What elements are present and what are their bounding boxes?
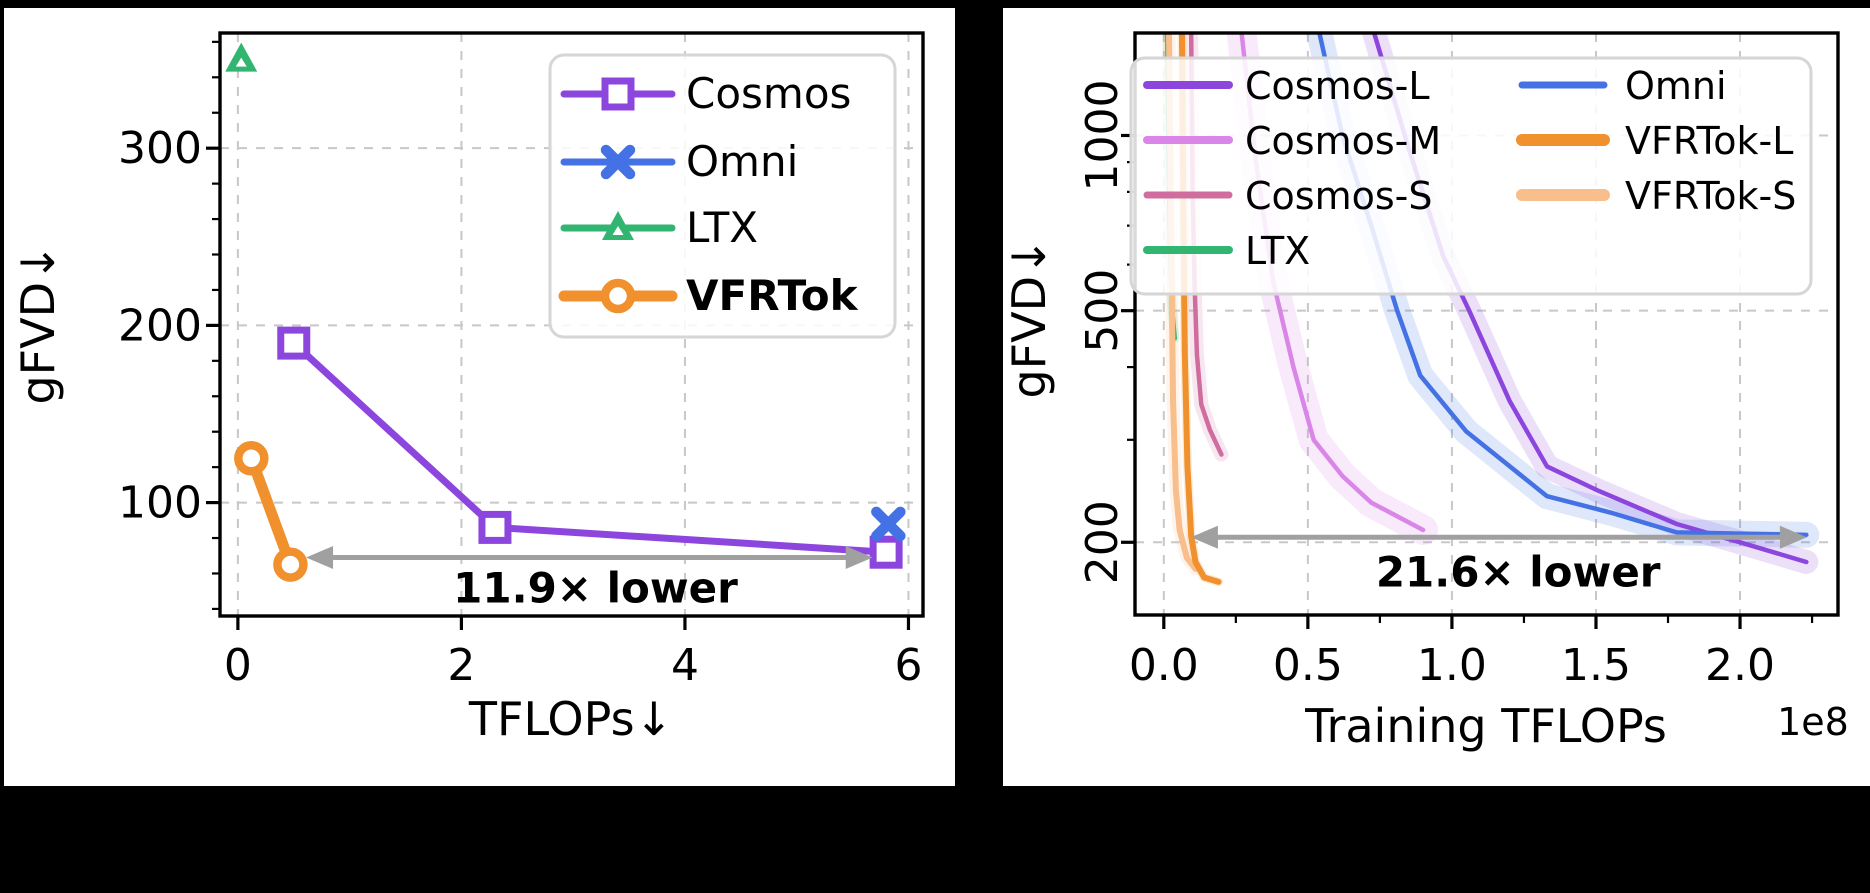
series-line-VFRTok <box>245 452 296 571</box>
x-axis: 0.0 0.5 1.0 1.5 2.0 <box>1129 615 1814 691</box>
y-tick-label: 1000 <box>1077 79 1128 191</box>
legend-entry-LTX: LTX <box>560 203 758 252</box>
x-axis-label: Training TFLOPs <box>1304 699 1667 753</box>
y-axis-label: gFVD↓ <box>11 243 65 404</box>
y-tick-label: 200 <box>118 300 202 351</box>
legend-label: Cosmos-M <box>1245 119 1441 163</box>
series-markers-LTX <box>225 42 258 72</box>
marker-square <box>478 510 512 544</box>
marker-x <box>600 144 636 180</box>
legend-label: VFRTok-L <box>1625 119 1793 163</box>
right-chart-panel: 21.6× lower 0.0 0.5 1.0 1.5 2.0 200 500 1000 Trai… <box>1003 8 1870 786</box>
axis-spines <box>1133 31 1840 617</box>
legend-entry-Omni: Omni <box>560 137 798 186</box>
marker-square <box>277 326 311 360</box>
legend-entry-Cosmos-L: Cosmos-L <box>1143 64 1430 108</box>
legend: Cosmos-L Cosmos-M Cosmos-S LTX Omni VFRTok-L V… <box>1129 56 1813 296</box>
legend-label: Omni <box>686 137 798 186</box>
y-axis-label: gFVD↓ <box>1003 237 1056 398</box>
x-tick-label: 0.0 <box>1129 640 1199 691</box>
y-tick-label: 300 <box>118 123 202 174</box>
legend-label: Cosmos-L <box>1245 64 1430 108</box>
y-axis: 200 500 1000 <box>1077 79 1135 584</box>
arrowhead-right <box>1779 525 1807 549</box>
series-markers-Omni <box>871 506 906 542</box>
annotation-arrow <box>306 546 873 570</box>
legend-entry-Cosmos: Cosmos <box>560 69 851 118</box>
marker-circle <box>234 441 269 476</box>
series-layer <box>225 42 906 582</box>
right-chart-svg: 21.6× lower 0.0 0.5 1.0 1.5 2.0 200 500 1000 Trai… <box>1003 31 1849 753</box>
marker-triangle-hole <box>612 226 624 235</box>
legend-entry-VFRTok-S: VFRTok-S <box>1516 174 1796 218</box>
legend-box <box>548 53 897 339</box>
left-chart-svg: 11.9× lower 0 2 4 6 100 200 300 TFLOPs↓ gFVD↓ Cosm… <box>11 31 925 746</box>
x-tick-label: 6 <box>894 640 922 691</box>
marker-triangle-hole <box>235 57 247 67</box>
legend-label: VFRTok <box>686 271 859 320</box>
x-tick-label: 0.5 <box>1273 640 1343 691</box>
y-tick-label: 100 <box>118 478 202 529</box>
legend-label: Cosmos-S <box>1245 174 1432 218</box>
marker-triangle <box>225 42 258 72</box>
marker-triangle <box>602 211 634 240</box>
marker-circle <box>600 278 636 314</box>
x-axis-label: TFLOPs↓ <box>468 692 673 746</box>
legend-entry-LTX: LTX <box>1143 229 1310 273</box>
arrowhead-right <box>845 546 873 570</box>
series-markers-Cosmos <box>277 326 903 569</box>
series-markers-VFRTok <box>234 441 308 582</box>
x-axis: 0 2 4 6 <box>224 616 922 691</box>
arrowhead-left <box>1190 525 1218 549</box>
x-tick-label: 1.5 <box>1561 640 1631 691</box>
legend-entry-Cosmos-M: Cosmos-M <box>1143 119 1441 163</box>
x-tick-label: 0 <box>224 640 252 691</box>
marker-square <box>869 535 903 569</box>
legend-label: LTX <box>1245 229 1310 273</box>
marker-x <box>871 506 906 542</box>
y-tick-label: 200 <box>1077 500 1128 584</box>
left-chart-panel: 11.9× lower 0 2 4 6 100 200 300 TFLOPs↓ gFVD↓ Cosm… <box>4 8 955 786</box>
legend-entry-Cosmos-S: Cosmos-S <box>1143 174 1432 218</box>
legend-label: LTX <box>686 203 758 252</box>
legend-entry-VFRTok: VFRTok <box>558 271 859 320</box>
x-tick-label: 1.0 <box>1417 640 1487 691</box>
legend: Cosmos Omni LTX VFRTok <box>548 53 897 339</box>
annotation-label: 21.6× lower <box>1376 548 1661 597</box>
marker-circle <box>273 547 308 582</box>
annotation-arrow <box>1190 525 1807 549</box>
legend-entry-VFRTok-L: VFRTok-L <box>1516 119 1793 163</box>
x-axis-offset-label: 1e8 <box>1777 700 1849 744</box>
series-line-Cosmos <box>290 339 890 556</box>
legend-box <box>1129 56 1813 296</box>
x-tick-label: 4 <box>671 640 699 691</box>
x-tick-label: 2.0 <box>1705 640 1775 691</box>
legend-label: Cosmos <box>686 69 851 118</box>
annotation-label: 11.9× lower <box>453 564 738 613</box>
y-axis: 100 200 300 <box>118 40 220 611</box>
legend-label: VFRTok-S <box>1625 174 1796 218</box>
arrowhead-left <box>306 546 334 570</box>
legend-label: Omni <box>1625 64 1727 108</box>
marker-square <box>601 77 635 111</box>
y-tick-label: 500 <box>1077 269 1128 353</box>
legend-entry-Omni: Omni <box>1518 64 1727 108</box>
x-tick-label: 2 <box>447 640 475 691</box>
